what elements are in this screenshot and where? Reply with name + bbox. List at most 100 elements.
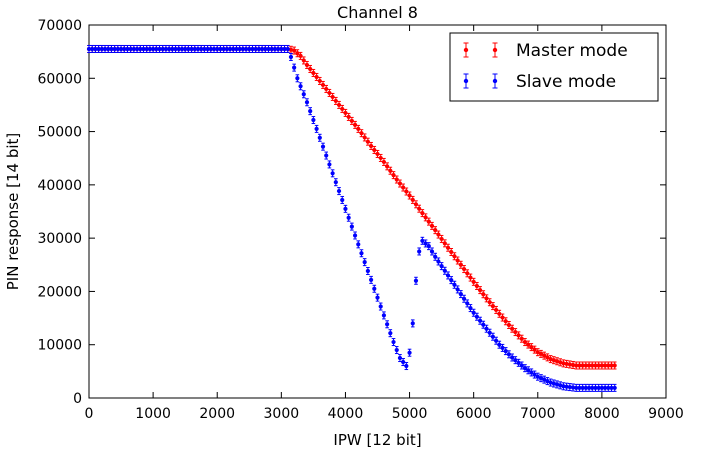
master-point — [333, 98, 338, 104]
master-point — [429, 223, 435, 228]
master-point — [324, 86, 329, 92]
master-point — [417, 206, 422, 211]
master-point — [397, 181, 403, 186]
slave-point — [362, 260, 367, 265]
slave-point — [308, 109, 313, 114]
slave-point — [352, 233, 358, 238]
slave-point — [522, 366, 528, 371]
master-point — [590, 363, 595, 368]
slave-point — [330, 171, 335, 176]
slave-point — [436, 259, 441, 264]
master-point — [606, 363, 611, 368]
slave-point — [211, 46, 217, 52]
slave-point — [205, 46, 210, 52]
slave-point — [378, 304, 383, 309]
slave-point — [368, 277, 374, 282]
master-point — [461, 266, 467, 272]
slave-point — [151, 46, 156, 52]
master-point — [378, 155, 383, 161]
slave-point — [442, 268, 447, 273]
slave-point — [295, 76, 300, 81]
slave-point — [503, 349, 508, 354]
slave-point — [468, 305, 473, 311]
legend-slave-symbol — [463, 78, 469, 84]
slave-point — [340, 197, 345, 203]
legend-box — [449, 32, 659, 102]
master-point — [407, 193, 412, 198]
master-point — [519, 336, 524, 341]
slave-point — [285, 46, 290, 52]
legend-slave-symbol — [492, 78, 498, 84]
slave-point — [349, 224, 354, 229]
master-point — [304, 62, 310, 68]
slave-point — [131, 46, 136, 52]
slave-point — [590, 385, 595, 390]
slave-point — [154, 46, 159, 52]
master-point — [593, 363, 598, 368]
slave-point — [96, 46, 101, 52]
legend-label-master: Master mode — [516, 41, 628, 61]
slave-point — [336, 188, 342, 194]
slave-point — [304, 100, 310, 105]
slave-point — [317, 135, 322, 140]
slave-point — [221, 46, 226, 52]
master-point — [314, 74, 319, 80]
master-point — [561, 361, 566, 366]
slave-point — [288, 54, 294, 60]
slave-point — [558, 383, 563, 388]
master-point — [301, 58, 306, 63]
master-point — [452, 254, 457, 259]
slave-point — [433, 254, 438, 259]
slave-point — [516, 360, 521, 365]
slave-point — [586, 385, 592, 390]
master-point — [551, 358, 556, 363]
slave-point — [346, 215, 351, 220]
slave-point — [609, 385, 614, 390]
master-point — [574, 363, 579, 368]
slave-point — [276, 46, 281, 52]
slave-point — [449, 278, 454, 283]
slave-point — [602, 385, 608, 390]
legend-label-slave: Slave mode — [516, 72, 616, 92]
master-point — [311, 70, 316, 76]
slave-point — [458, 291, 463, 297]
slave-point — [561, 384, 566, 389]
slave-point — [272, 46, 278, 52]
slave-point — [481, 322, 486, 327]
slave-point — [426, 244, 431, 249]
slave-point — [138, 46, 143, 52]
slave-point — [157, 46, 162, 52]
master-point — [468, 275, 473, 280]
slave-point — [195, 46, 201, 52]
master-point — [404, 189, 409, 194]
master-point — [336, 102, 342, 108]
slave-point — [231, 46, 236, 52]
slave-point — [519, 363, 524, 368]
slave-point — [551, 381, 556, 386]
master-point — [567, 362, 572, 367]
master-point — [596, 363, 601, 368]
master-point — [510, 326, 515, 331]
slave-point — [487, 330, 492, 335]
master-point — [529, 345, 534, 350]
slave-point — [474, 314, 479, 319]
slave-point — [465, 301, 470, 306]
slave-point — [497, 342, 502, 347]
master-point — [381, 159, 387, 165]
slave-point — [112, 46, 117, 52]
master-point — [433, 228, 438, 233]
slave-point — [420, 238, 425, 243]
slave-point — [490, 334, 495, 339]
master-point — [359, 131, 364, 136]
slave-point — [439, 264, 444, 269]
slave-point — [538, 376, 544, 381]
slave-point — [106, 46, 111, 52]
master-point — [420, 210, 425, 216]
slave-point — [535, 374, 540, 379]
legend-master-symbol — [492, 47, 498, 53]
slave-point — [86, 46, 92, 52]
master-point — [477, 287, 483, 293]
master-point — [532, 347, 537, 352]
slave-point — [279, 46, 284, 52]
y-tick-label: 70000 — [37, 18, 82, 34]
